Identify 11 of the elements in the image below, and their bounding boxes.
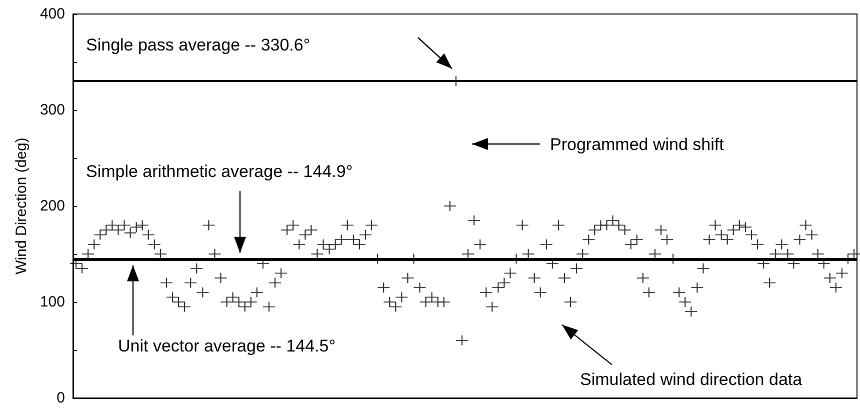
ref-line-label: Simple arithmetic average -- 144.9°: [86, 162, 353, 181]
annotation: Programmed wind shift: [550, 135, 724, 154]
y-axis-title: Wind Direction (deg): [13, 138, 30, 274]
y-tick-label: 300: [40, 102, 65, 118]
y-tick-label: 200: [40, 198, 65, 214]
ref-line-label: Single pass average -- 330.6°: [86, 36, 310, 55]
y-tick-label: 0: [56, 390, 65, 406]
y-tick-label: 100: [40, 294, 65, 310]
ref-line-label: Unit vector average -- 144.5°: [118, 336, 336, 356]
annotation: Simulated wind direction data: [580, 370, 803, 389]
y-tick-label: 400: [40, 6, 65, 22]
